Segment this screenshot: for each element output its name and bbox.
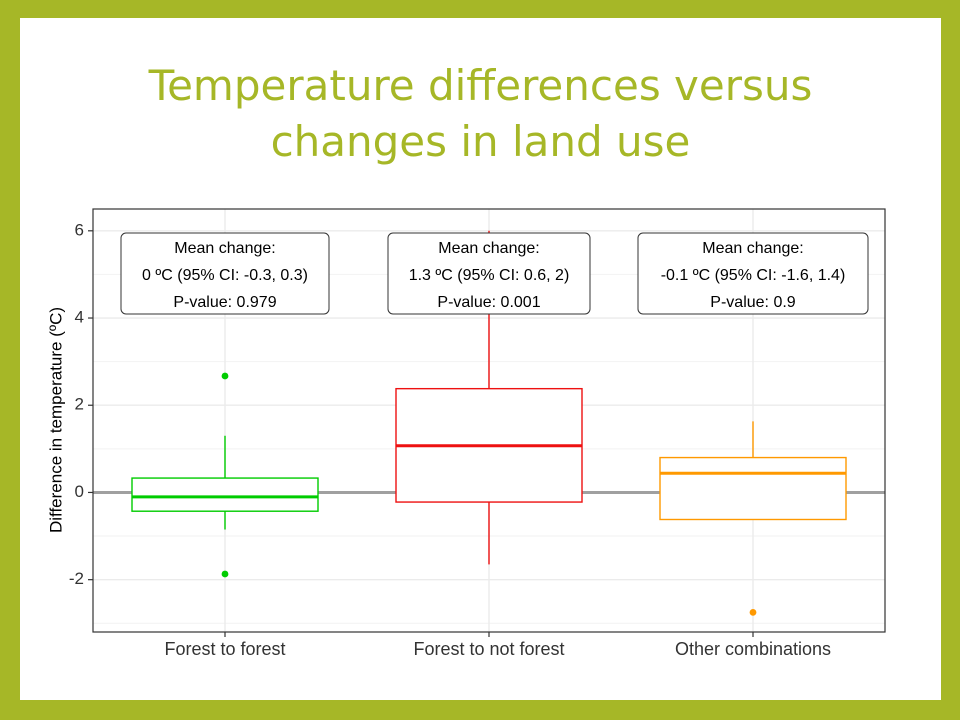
slide-title-line-2: changes in land use [270,117,691,166]
outlier-point [749,608,757,616]
outlier-point [221,570,229,578]
box-1 [131,372,319,578]
box-3 [659,421,847,616]
x-tick-label: Forest to not forest [413,639,564,659]
annotation-line: Mean change: [438,240,539,257]
y-axis-label: Difference in temperature (ºC) [46,307,65,533]
box-iqr [131,477,319,512]
boxes-group [131,230,847,616]
annotation-box [387,232,591,315]
annotation-line: -0.1 ºC (95% CI: -1.6, 1.4) [661,267,846,284]
annotation-1: Mean change: 0 ºC (95% CI: -0.3, 0.3) P-va… [120,232,330,315]
annotation-line: P-value: 0.001 [437,294,540,311]
y-tick-label: 6 [75,220,84,239]
y-tick-label: 0 [75,482,84,501]
y-tick-label: 4 [75,308,84,327]
x-tick-label: Forest to forest [164,639,285,659]
annotation-line: 0 ºC (95% CI: -0.3, 0.3) [142,267,308,284]
box-iqr [659,456,847,521]
annotation-line: Mean change: [174,240,275,257]
x-tick-label: Other combinations [675,639,831,659]
annotation-box [637,232,869,315]
annotation-3: Mean change: -0.1 ºC (95% CI: -1.6, 1.4) P… [637,232,869,315]
annotation-line: P-value: 0.979 [173,294,276,311]
annotation-box [120,232,330,315]
y-axis: -2 0 2 4 6 [69,220,93,588]
annotation-line: 1.3 ºC (95% CI: 0.6, 2) [409,267,570,284]
annotation-line: Mean change: [702,240,803,257]
annotation-2: Mean change: 1.3 ºC (95% CI: 0.6, 2) P-val… [387,232,591,315]
slide-title-line-1: Temperature differences versus [148,61,813,110]
slide-title: Temperature differences versus changes i… [20,58,941,170]
outlier-point [221,372,229,380]
annotation-line: P-value: 0.9 [710,294,795,311]
y-tick-label: 2 [75,395,84,414]
x-axis: Forest to forest Forest to not forest Othe… [164,632,831,659]
y-tick-label: -2 [69,569,84,588]
annotations-group: Mean change: 0 ºC (95% CI: -0.3, 0.3) P-va… [120,232,869,315]
box-2 [395,230,583,565]
